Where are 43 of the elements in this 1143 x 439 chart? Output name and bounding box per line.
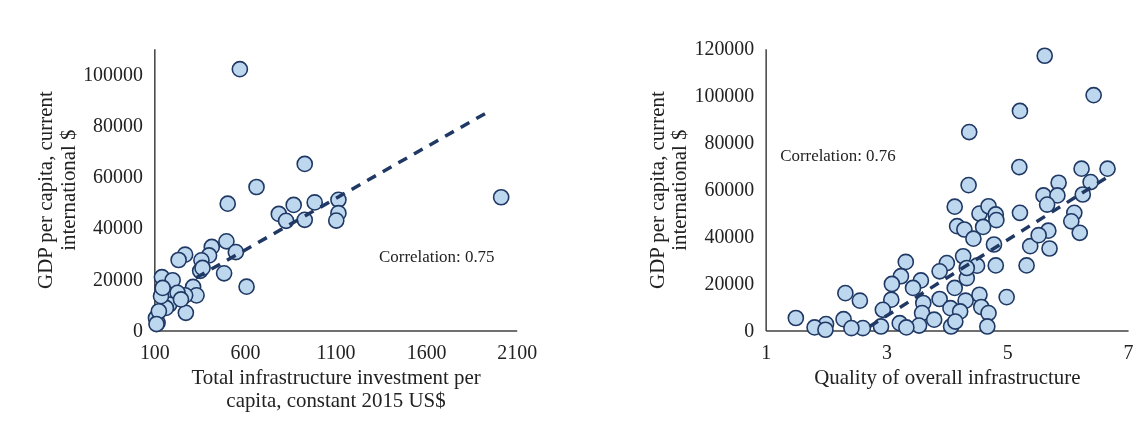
x-axis-title: Total infrastructure investment per capita, constant 2015 US$	[191, 364, 481, 412]
annotation: Correlation: 0.76	[780, 145, 896, 165]
y-tick-label: 40000	[93, 216, 143, 239]
point	[218, 232, 235, 250]
x-tick-label: 3	[881, 340, 892, 363]
y-tick-label: 80000	[93, 114, 143, 137]
x-tick-label: 600	[230, 340, 261, 363]
x-tick-label: 1	[761, 340, 772, 363]
y-tick-label: 0	[132, 318, 143, 341]
point	[492, 188, 510, 206]
y-tick-label: 60000	[93, 165, 143, 188]
point	[154, 279, 172, 297]
y-tick-label: 100000	[83, 62, 143, 85]
point	[248, 178, 265, 196]
x-tick-label: 100	[139, 340, 170, 363]
point	[306, 194, 324, 211]
point	[219, 195, 237, 212]
y-tick-label: 40000	[704, 225, 755, 248]
point	[296, 155, 314, 173]
annotation: Correlation: 0.75	[379, 247, 495, 267]
x-axis-title: Quality of overall infrastructure	[814, 364, 1081, 389]
y-tick-label: 60000	[704, 178, 755, 201]
y-tick-label: 80000	[704, 131, 755, 154]
point	[327, 212, 345, 229]
y-tick-label: 120000	[694, 37, 755, 60]
point	[215, 265, 233, 282]
x-tick-label: 2100	[497, 340, 538, 363]
point	[231, 60, 249, 78]
y-tick-label: 20000	[704, 271, 755, 294]
point	[177, 304, 195, 322]
point	[172, 291, 190, 308]
y-tick-label: 0	[744, 318, 755, 341]
point	[170, 251, 187, 269]
y-tick-label: 100000	[694, 84, 755, 107]
y-axis-title: GDP per capita, current international $	[33, 91, 81, 289]
x-tick-label: 7	[1123, 340, 1134, 363]
y-tick-label: 20000	[93, 267, 143, 290]
point	[238, 278, 255, 295]
point	[285, 196, 303, 214]
x-tick-label: 1100	[316, 340, 356, 363]
x-tick-label: 1600	[406, 340, 447, 363]
y-axis-title: GDP per capita, current international $	[644, 91, 692, 289]
x-tick-label: 5	[1002, 340, 1013, 363]
